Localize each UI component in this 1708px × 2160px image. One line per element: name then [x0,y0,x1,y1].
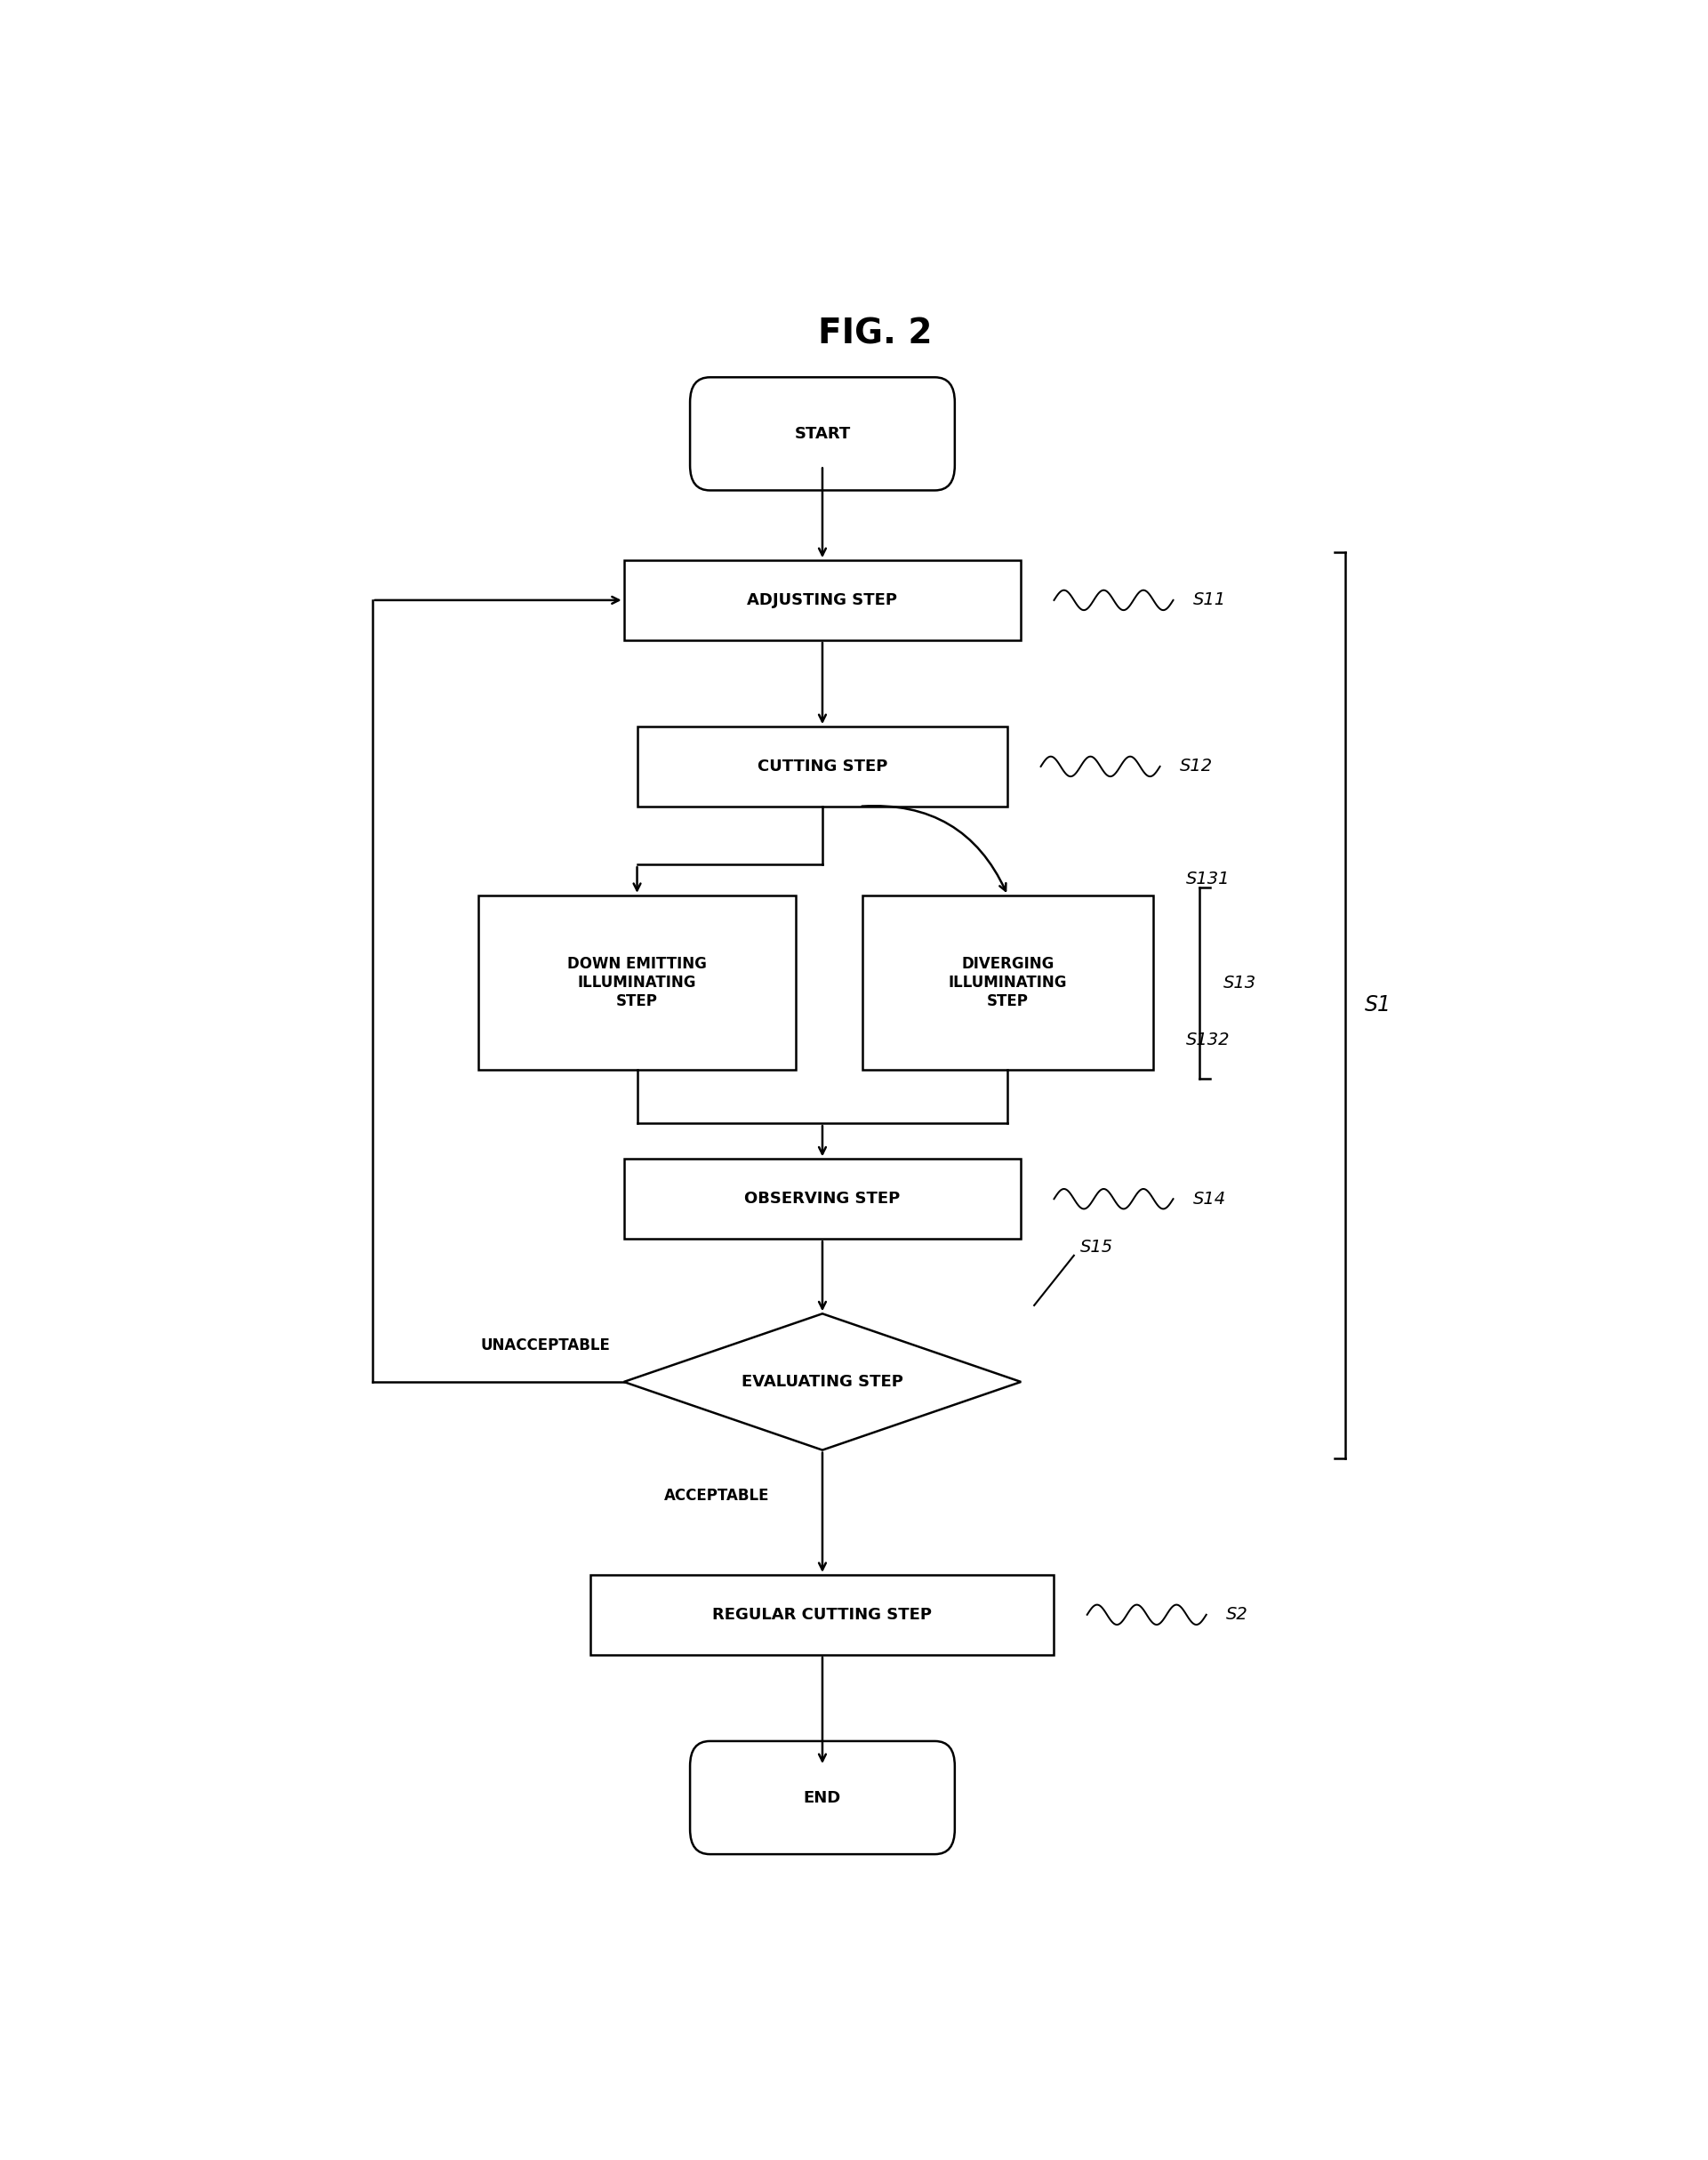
Text: START: START [794,426,851,443]
Text: FIG. 2: FIG. 2 [818,318,933,350]
Text: OBSERVING STEP: OBSERVING STEP [745,1190,900,1207]
Text: S15: S15 [1081,1238,1114,1255]
Text: DOWN EMITTING
ILLUMINATING
STEP: DOWN EMITTING ILLUMINATING STEP [567,957,707,1009]
Text: S132: S132 [1187,1032,1230,1048]
Text: UNACCEPTABLE: UNACCEPTABLE [482,1337,611,1354]
Text: S131: S131 [1187,870,1230,888]
Text: EVALUATING STEP: EVALUATING STEP [741,1374,904,1389]
Bar [623,1160,1021,1240]
Polygon shape [623,1313,1021,1449]
Text: REGULAR CUTTING STEP: REGULAR CUTTING STEP [712,1607,933,1622]
Text: DIVERGING
ILLUMINATING
STEP: DIVERGING ILLUMINATING STEP [948,957,1068,1009]
Text: S2: S2 [1226,1607,1249,1622]
Bar [637,726,1008,806]
Bar [478,896,796,1069]
FancyBboxPatch shape [690,1741,955,1853]
Text: S14: S14 [1192,1190,1226,1207]
Text: ACCEPTABLE: ACCEPTABLE [664,1488,769,1503]
Text: S13: S13 [1223,974,1257,991]
Text: CUTTING STEP: CUTTING STEP [757,758,888,775]
Bar [591,1575,1054,1655]
Text: END: END [804,1791,840,1806]
Text: S1: S1 [1365,994,1392,1015]
Text: S11: S11 [1192,592,1226,609]
FancyBboxPatch shape [690,378,955,490]
Bar [623,559,1021,639]
Text: S12: S12 [1180,758,1213,775]
Bar [863,896,1153,1069]
Text: ADJUSTING STEP: ADJUSTING STEP [748,592,897,609]
